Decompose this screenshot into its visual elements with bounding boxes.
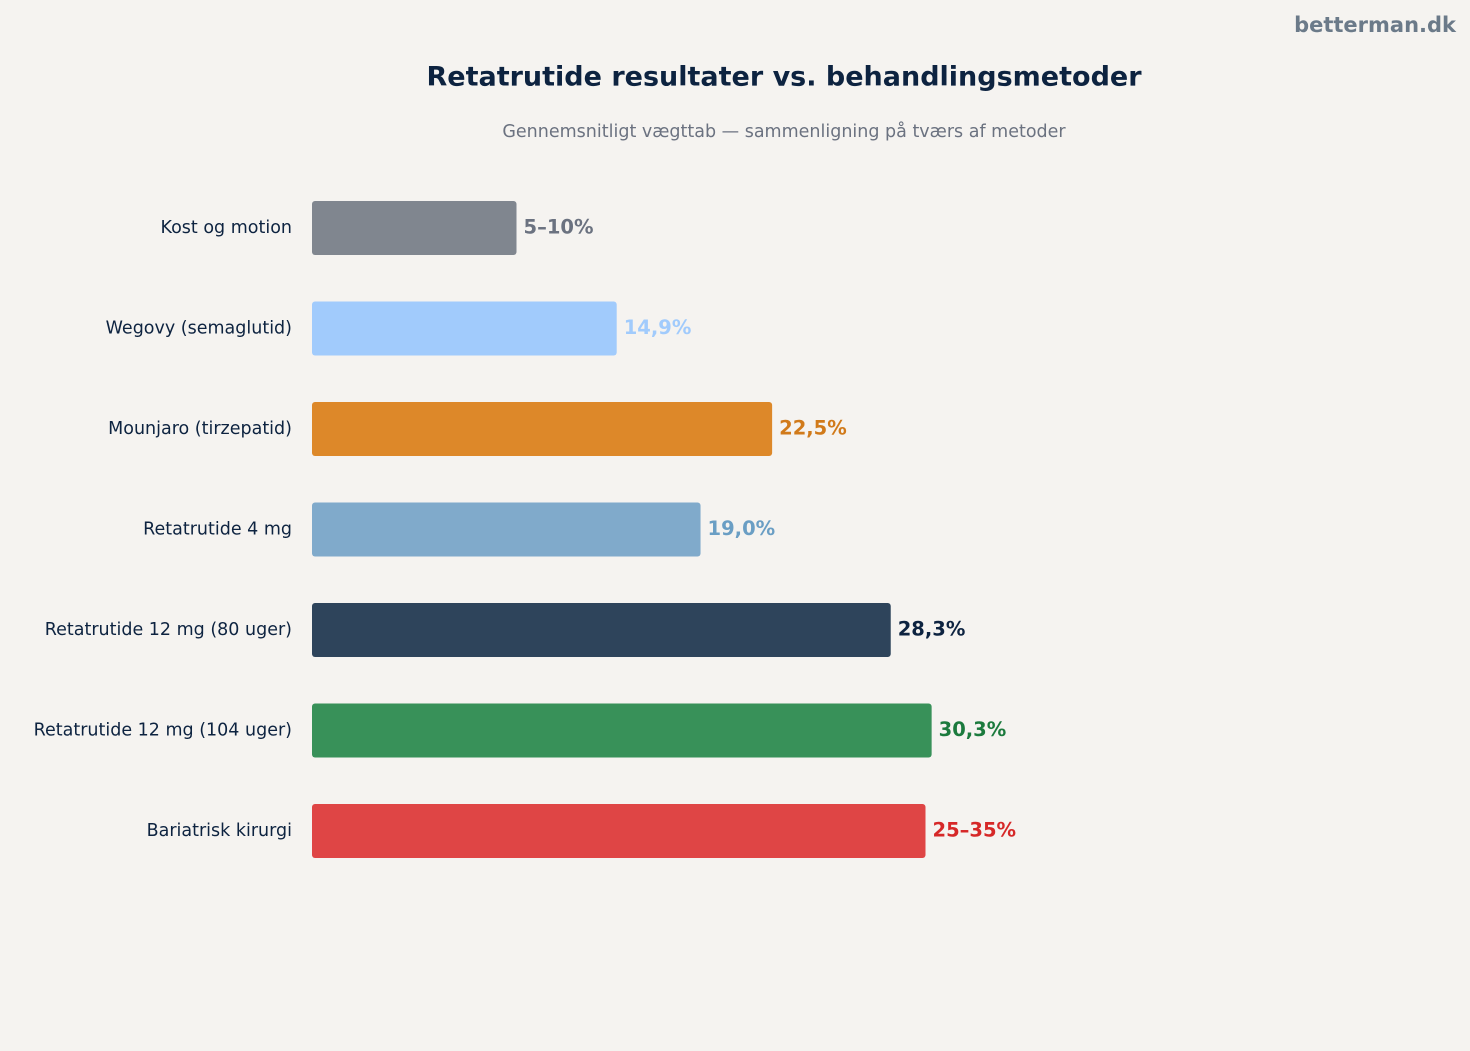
category-label: Retatrutide 12 mg (80 uger): [45, 620, 292, 640]
bar: [312, 402, 773, 456]
value-label: 30,3%: [939, 718, 1007, 741]
bar: [312, 703, 932, 758]
value-label: 22,5%: [779, 417, 847, 440]
category-label: Bariatrisk kirurgi: [147, 821, 292, 841]
bar: [312, 804, 926, 858]
category-label: Mounjaro (tirzepatid): [108, 419, 292, 439]
bar: [312, 502, 701, 557]
category-label: Kost og motion: [160, 218, 292, 238]
bar: [312, 301, 617, 356]
category-label: Retatrutide 12 mg (104 uger): [34, 721, 292, 741]
chart-subtitle: Gennemsnitligt vægttab — sammenligning p…: [502, 121, 1066, 142]
value-label: 28,3%: [898, 618, 966, 641]
brand: betterman.dk: [1294, 13, 1457, 37]
value-label: 5–10%: [524, 216, 594, 239]
category-label: Wegovy (semaglutid): [106, 319, 292, 339]
chart-title: Retatrutide resultater vs. behandlingsme…: [426, 62, 1142, 93]
bar: [312, 603, 891, 657]
category-label: Retatrutide 4 mg: [143, 520, 292, 540]
value-label: 19,0%: [708, 517, 776, 540]
value-label: 25–35%: [933, 819, 1017, 842]
value-label: 14,9%: [624, 316, 692, 339]
bar: [312, 201, 517, 255]
